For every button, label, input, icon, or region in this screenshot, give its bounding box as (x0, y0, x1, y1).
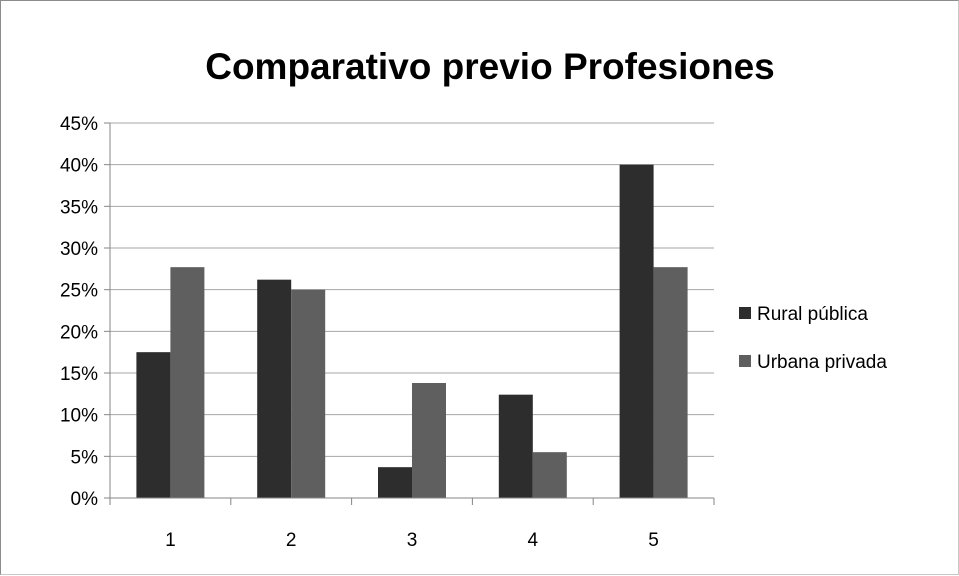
y-tick-label: 45% (60, 114, 98, 135)
axes (104, 122, 715, 505)
chart-title: Comparativo previo Profesiones (205, 46, 775, 87)
legend-swatch (739, 307, 751, 319)
y-tick-label: 30% (60, 239, 98, 260)
bar-urbana-privada-3 (412, 383, 446, 498)
legend-label: Rural pública (757, 304, 868, 325)
legend-swatch (739, 355, 751, 367)
bar-rural-publica-3 (378, 467, 412, 498)
y-tick-label: 10% (60, 406, 98, 427)
x-tick-label: 2 (286, 530, 297, 551)
y-tick-label: 20% (60, 322, 98, 343)
x-tick-label: 3 (407, 530, 418, 551)
bar-rural-publica-4 (498, 394, 533, 498)
bar-rural-publica-2 (257, 279, 292, 498)
y-tick-label: 0% (71, 489, 99, 510)
bar-urbana-privada-1 (170, 267, 205, 498)
y-axis-tick-labels: 0% 5% 10% 15% 20% 25% 30% 35% 40% 45% (60, 114, 98, 510)
y-tick-label: 25% (60, 281, 98, 302)
bar-rural-publica-5 (619, 164, 654, 498)
legend-label: Urbana privada (757, 352, 887, 373)
y-tick-label: 5% (71, 447, 99, 468)
legend: Rural pública Urbana privada (739, 304, 887, 373)
x-axis-tick-labels: 1 2 3 4 5 (165, 530, 659, 551)
x-tick-label: 1 (165, 530, 176, 551)
bar-urbana-privada-2 (291, 289, 326, 498)
bar-urbana-privada-5 (653, 267, 688, 498)
gridlines (110, 122, 714, 457)
bars (136, 164, 688, 498)
x-tick-label: 5 (648, 530, 659, 551)
x-tick-label: 4 (528, 530, 539, 551)
y-tick-label: 40% (60, 156, 98, 177)
bar-urbana-privada-4 (532, 452, 567, 498)
bar-rural-publica-1 (136, 352, 171, 498)
y-tick-label: 15% (60, 364, 98, 385)
y-tick-label: 35% (60, 197, 98, 218)
